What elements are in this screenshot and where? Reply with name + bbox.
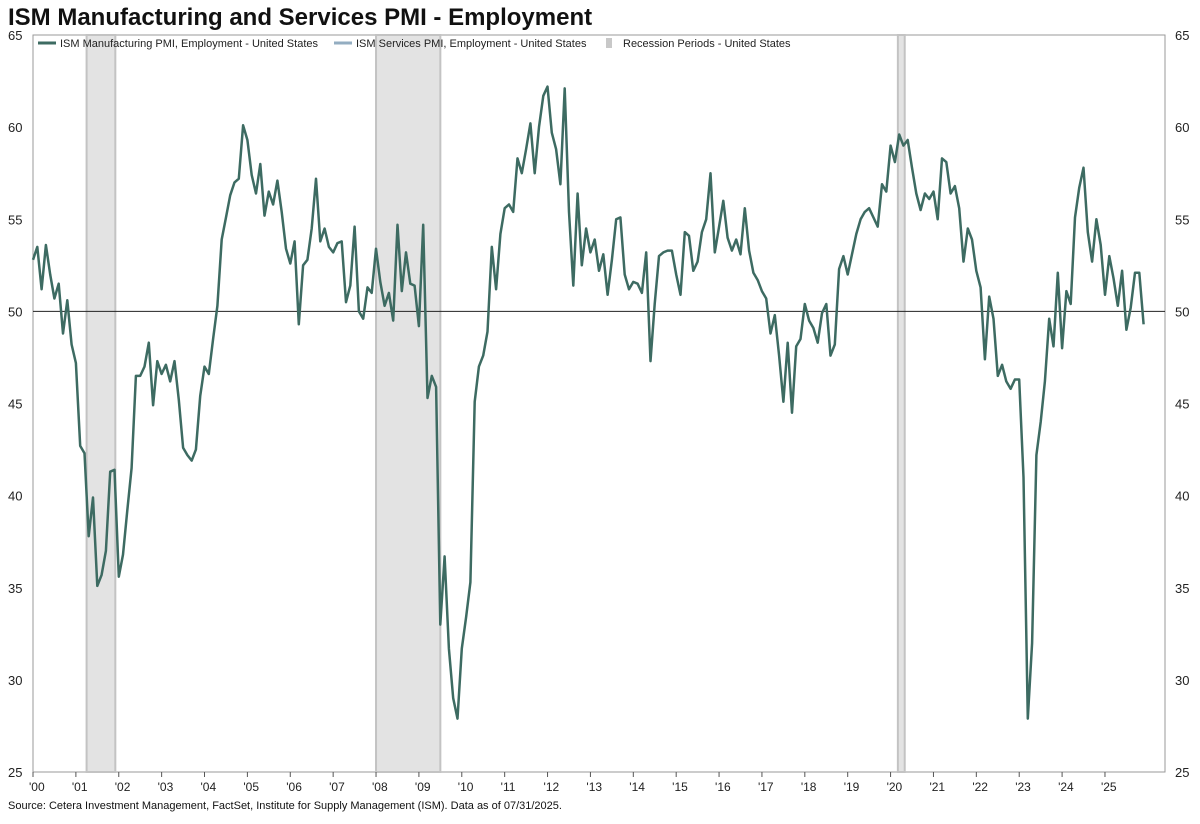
x-tick-label-15: '15 — [672, 780, 688, 794]
y-tick-right-65: 65 — [1175, 28, 1189, 43]
y-tick-right-35: 35 — [1175, 581, 1189, 596]
y-tick-left-55: 55 — [8, 212, 22, 227]
x-tick-label-25: '25 — [1101, 780, 1117, 794]
y-tick-right-60: 60 — [1175, 120, 1189, 135]
x-tick-label-20: '20 — [887, 780, 903, 794]
y-axis-left: 25 30 35 40 45 50 55 60 65 — [8, 28, 22, 780]
legend-label-recession: Recession Periods - United States — [623, 38, 791, 50]
legend-label-services: ISM Services PMI, Employment - United St… — [356, 38, 587, 50]
x-tick-label-5: '05 — [243, 780, 259, 794]
y-tick-right-40: 40 — [1175, 489, 1189, 504]
y-tick-left-60: 60 — [8, 120, 22, 135]
y-tick-left-25: 25 — [8, 765, 22, 780]
recession-band-1 — [375, 34, 442, 773]
x-tick-label-21: '21 — [929, 780, 945, 794]
x-tick-label-4: '04 — [201, 780, 217, 794]
y-tick-left-30: 30 — [8, 673, 22, 688]
x-tick-label-11: '11 — [501, 780, 516, 794]
x-axis: '00 '01 '02 '03 '04 '05 '06 '07 '08 '09 '10 '11 '12 '… — [29, 772, 1117, 794]
x-tick-label-3: '03 — [158, 780, 174, 794]
recession-layer — [85, 34, 906, 773]
x-tick-label-0: '00 — [29, 780, 45, 794]
legend-swatch-recession — [606, 38, 612, 48]
y-tick-right-30: 30 — [1175, 673, 1189, 688]
x-tick-label-9: '09 — [415, 780, 431, 794]
x-tick-label-14: '14 — [629, 780, 645, 794]
x-tick-label-6: '06 — [286, 780, 302, 794]
y-tick-left-65: 65 — [8, 28, 22, 43]
x-tick-label-16: '16 — [715, 780, 731, 794]
x-tick-label-24: '24 — [1058, 780, 1074, 794]
y-tick-left-35: 35 — [8, 581, 22, 596]
x-tick-label-18: '18 — [801, 780, 817, 794]
legend-label-manufacturing: ISM Manufacturing PMI, Employment - Unit… — [60, 38, 318, 50]
x-tick-label-2: '02 — [115, 780, 131, 794]
series-layer — [31, 85, 1145, 720]
x-tick-label-23: '23 — [1015, 780, 1031, 794]
y-tick-right-25: 25 — [1175, 765, 1189, 780]
legend: ISM Manufacturing PMI, Employment - Unit… — [38, 38, 791, 50]
x-tick-label-8: '08 — [372, 780, 388, 794]
x-tick-label-7: '07 — [329, 780, 345, 794]
y-tick-right-55: 55 — [1175, 212, 1189, 227]
series-line-0 — [31, 85, 1145, 720]
source-note: Source: Cetera Investment Management, Fa… — [8, 800, 562, 812]
y-tick-left-45: 45 — [8, 397, 22, 412]
y-tick-left-50: 50 — [8, 304, 22, 319]
x-tick-label-12: '12 — [544, 780, 560, 794]
y-tick-left-40: 40 — [8, 489, 22, 504]
x-tick-label-17: '17 — [758, 780, 774, 794]
x-tick-label-19: '19 — [844, 780, 860, 794]
recession-band-2 — [896, 34, 906, 773]
x-tick-label-10: '10 — [458, 780, 474, 794]
chart-title: ISM Manufacturing and Services PMI - Emp… — [8, 4, 593, 31]
plot-area — [32, 34, 1166, 773]
x-tick-label-1: '01 — [72, 780, 88, 794]
y-tick-right-50: 50 — [1175, 304, 1189, 319]
x-tick-label-22: '22 — [972, 780, 988, 794]
recession-band-0 — [85, 34, 117, 773]
x-tick-label-13: '13 — [586, 780, 602, 794]
y-axis-right: 25 30 35 40 45 50 55 60 65 — [1175, 28, 1189, 780]
y-tick-right-45: 45 — [1175, 397, 1189, 412]
